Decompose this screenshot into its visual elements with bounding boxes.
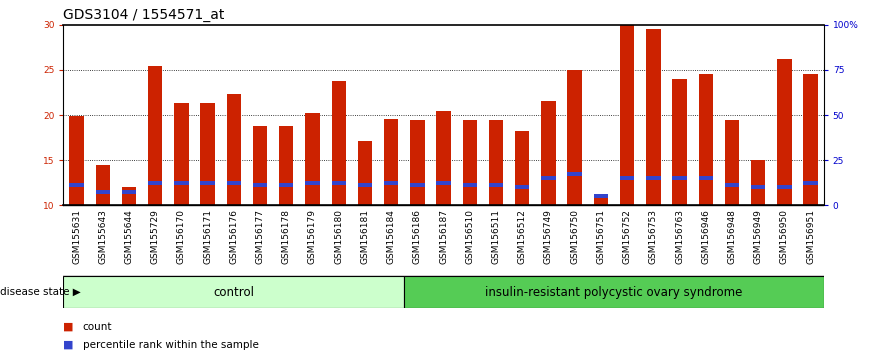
Bar bbox=[226, 94, 241, 205]
Bar bbox=[699, 176, 713, 180]
Bar bbox=[463, 183, 477, 188]
Text: ■: ■ bbox=[63, 340, 74, 350]
Bar bbox=[331, 181, 346, 185]
Text: GSM155643: GSM155643 bbox=[99, 209, 107, 264]
Text: GSM156180: GSM156180 bbox=[334, 209, 344, 264]
Text: GSM156186: GSM156186 bbox=[413, 209, 422, 264]
Bar bbox=[226, 181, 241, 185]
Text: insulin-resistant polycystic ovary syndrome: insulin-resistant polycystic ovary syndr… bbox=[485, 286, 743, 298]
Bar bbox=[148, 66, 162, 205]
Text: GSM156177: GSM156177 bbox=[255, 209, 264, 264]
Bar bbox=[436, 110, 451, 205]
Text: GSM156510: GSM156510 bbox=[465, 209, 474, 264]
Bar bbox=[541, 176, 556, 180]
Text: disease state ▶: disease state ▶ bbox=[0, 287, 81, 297]
Bar bbox=[253, 126, 267, 205]
Bar bbox=[725, 183, 739, 188]
Bar bbox=[803, 181, 818, 185]
Bar bbox=[411, 120, 425, 205]
Bar bbox=[803, 74, 818, 205]
Text: count: count bbox=[83, 322, 112, 332]
Bar bbox=[594, 194, 608, 198]
Bar bbox=[620, 176, 634, 180]
Text: GSM156949: GSM156949 bbox=[753, 209, 763, 264]
Bar bbox=[594, 197, 608, 205]
Bar bbox=[777, 185, 792, 189]
Text: GSM156753: GSM156753 bbox=[648, 209, 658, 264]
Bar bbox=[646, 176, 661, 180]
Bar bbox=[672, 176, 687, 180]
Bar bbox=[279, 183, 293, 188]
Bar bbox=[358, 141, 372, 205]
Bar bbox=[489, 183, 503, 188]
Bar bbox=[174, 181, 189, 185]
Text: GSM156948: GSM156948 bbox=[728, 209, 737, 264]
Text: GSM156179: GSM156179 bbox=[308, 209, 317, 264]
Text: GSM156950: GSM156950 bbox=[780, 209, 788, 264]
Text: GSM156181: GSM156181 bbox=[360, 209, 369, 264]
Text: GSM156511: GSM156511 bbox=[492, 209, 500, 264]
Bar bbox=[489, 120, 503, 205]
Bar bbox=[306, 181, 320, 185]
Bar bbox=[699, 74, 713, 205]
Text: GSM156752: GSM156752 bbox=[623, 209, 632, 264]
Bar bbox=[567, 70, 581, 205]
Bar bbox=[95, 190, 110, 194]
Text: GSM156184: GSM156184 bbox=[387, 209, 396, 264]
Text: GSM156187: GSM156187 bbox=[439, 209, 448, 264]
Text: GSM156763: GSM156763 bbox=[675, 209, 684, 264]
Bar bbox=[567, 172, 581, 176]
Text: ■: ■ bbox=[63, 322, 74, 332]
Text: GDS3104 / 1554571_at: GDS3104 / 1554571_at bbox=[63, 8, 225, 22]
Bar bbox=[122, 187, 137, 205]
Bar bbox=[725, 120, 739, 205]
Bar bbox=[358, 183, 372, 188]
Text: GSM156176: GSM156176 bbox=[229, 209, 239, 264]
Bar bbox=[279, 126, 293, 205]
Bar bbox=[777, 59, 792, 205]
Bar bbox=[70, 183, 84, 188]
Text: GSM155631: GSM155631 bbox=[72, 209, 81, 264]
Bar bbox=[122, 190, 137, 194]
Text: GSM156171: GSM156171 bbox=[204, 209, 212, 264]
Bar bbox=[515, 131, 529, 205]
Bar bbox=[384, 181, 398, 185]
Bar bbox=[515, 185, 529, 189]
Bar bbox=[148, 181, 162, 185]
Bar bbox=[200, 103, 215, 205]
Bar bbox=[306, 113, 320, 205]
Bar bbox=[253, 183, 267, 188]
Bar bbox=[63, 276, 404, 308]
Text: GSM155729: GSM155729 bbox=[151, 209, 159, 264]
Text: GSM156951: GSM156951 bbox=[806, 209, 815, 264]
Bar bbox=[751, 160, 766, 205]
Text: GSM155644: GSM155644 bbox=[124, 209, 134, 264]
Bar bbox=[200, 181, 215, 185]
Bar bbox=[411, 183, 425, 188]
Bar bbox=[70, 116, 84, 205]
Bar bbox=[751, 185, 766, 189]
Bar bbox=[95, 165, 110, 205]
Text: GSM156512: GSM156512 bbox=[518, 209, 527, 264]
Bar bbox=[620, 25, 634, 205]
Bar bbox=[384, 119, 398, 205]
Bar bbox=[646, 29, 661, 205]
Text: GSM156749: GSM156749 bbox=[544, 209, 553, 264]
Text: GSM156946: GSM156946 bbox=[701, 209, 710, 264]
Text: percentile rank within the sample: percentile rank within the sample bbox=[83, 340, 259, 350]
Bar bbox=[404, 276, 824, 308]
Bar bbox=[672, 79, 687, 205]
Bar bbox=[174, 103, 189, 205]
Bar bbox=[436, 181, 451, 185]
Text: GSM156750: GSM156750 bbox=[570, 209, 579, 264]
Text: GSM156170: GSM156170 bbox=[177, 209, 186, 264]
Bar bbox=[331, 81, 346, 205]
Bar bbox=[463, 120, 477, 205]
Text: GSM156178: GSM156178 bbox=[282, 209, 291, 264]
Bar bbox=[541, 101, 556, 205]
Text: GSM156751: GSM156751 bbox=[596, 209, 605, 264]
Text: control: control bbox=[213, 286, 255, 298]
